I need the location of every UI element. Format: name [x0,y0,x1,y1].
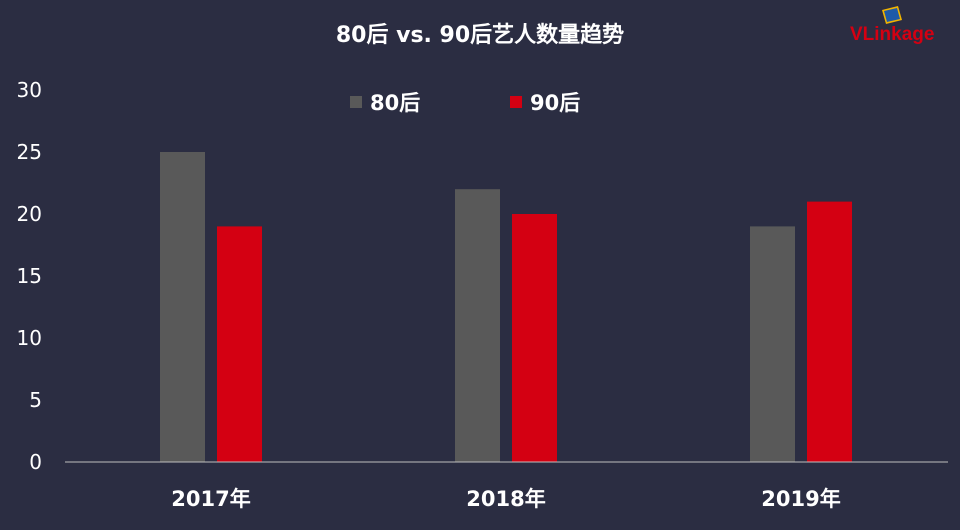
y-tick-label: 10 [17,326,42,350]
logo-mark-icon [882,6,902,24]
x-tick-label: 2017年 [171,487,250,511]
logo-text: VLinkage [850,24,935,45]
bars [160,152,852,462]
bar-80-2 [750,226,795,462]
legend-label: 90后 [530,91,580,115]
legend-swatch [350,96,362,108]
legend: 80后 90后 [350,91,580,115]
x-tick-label: 2019年 [761,487,840,511]
legend-swatch [510,96,522,108]
y-tick-label: 25 [17,140,42,164]
y-tick-label: 15 [17,264,42,288]
y-tick-label: 0 [29,450,42,474]
x-axis: 2017年 2018年 2019年 [65,461,948,511]
y-tick-label: 30 [17,78,42,102]
x-tick-label: 2018年 [466,487,545,511]
y-axis: 0 5 10 15 20 25 30 [17,78,42,474]
y-tick-label: 20 [17,202,42,226]
vlinkage-logo: VLinkage [850,6,958,50]
bar-90-1 [512,214,557,462]
bar-90-0 [217,226,262,462]
bar-90-2 [807,201,852,462]
chart-title: 80后 vs. 90后艺人数量趋势 [336,22,624,48]
legend-label: 80后 [370,91,420,115]
bar-80-0 [160,152,205,462]
y-tick-label: 5 [29,388,42,412]
bar-80-1 [455,189,500,462]
